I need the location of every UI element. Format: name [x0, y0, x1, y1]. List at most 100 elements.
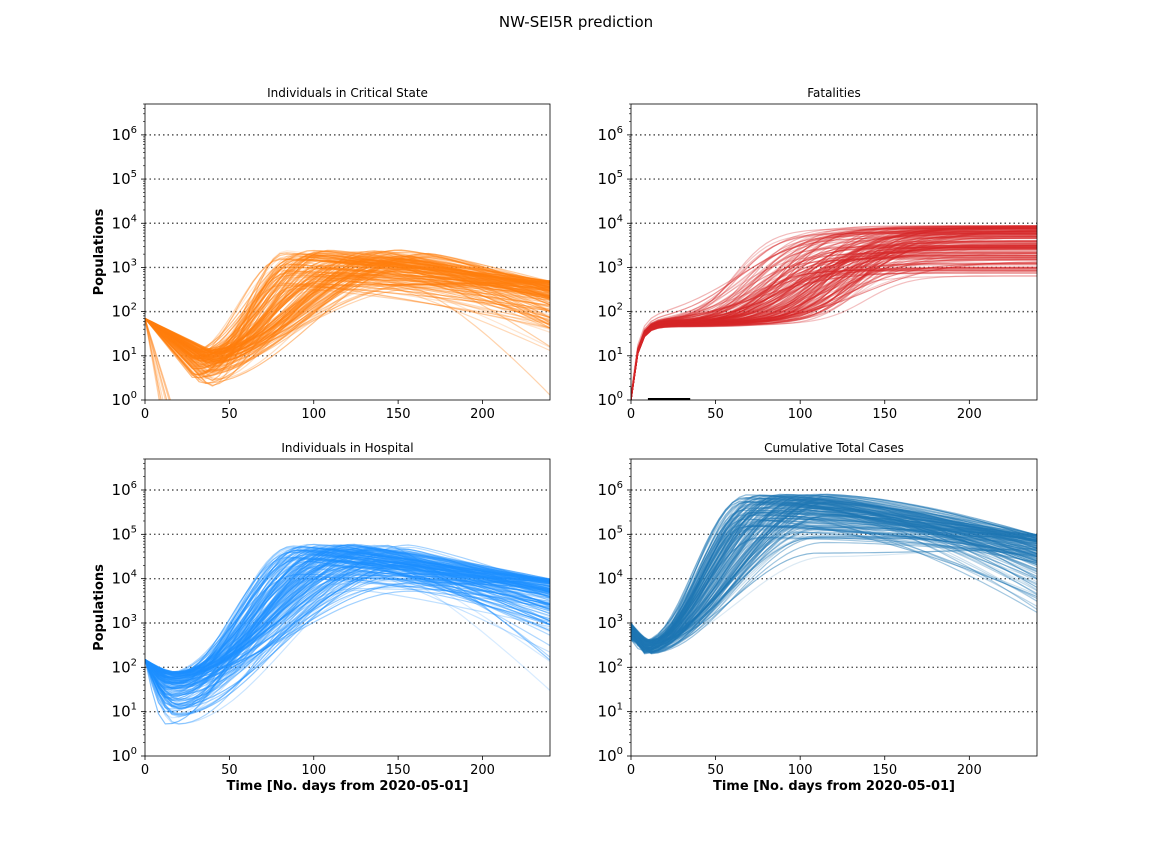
y-tick-label: 100 — [598, 390, 623, 409]
series-line — [145, 249, 550, 354]
series-line — [631, 498, 1037, 645]
series-line — [631, 501, 1037, 644]
series-line — [145, 561, 550, 689]
series-line — [631, 502, 1037, 646]
series-line — [631, 231, 1037, 400]
series-line — [145, 253, 550, 374]
panel-title: Fatalities — [807, 86, 861, 100]
series-lines-hospital — [145, 543, 550, 725]
series-line — [145, 565, 550, 725]
series-line — [145, 546, 550, 705]
series-lines-fatalities — [631, 225, 1037, 400]
series-line — [631, 497, 1037, 642]
panel-critical-state: 0 50 100 150 200 100 101 102 103 104 105 106 Individ… — [92, 86, 551, 422]
series-line — [145, 557, 550, 684]
series-line — [145, 559, 550, 688]
series-line — [631, 514, 1037, 643]
series-line — [631, 499, 1037, 642]
series-line — [145, 557, 550, 685]
panel-title: Individuals in Hospital — [281, 441, 413, 455]
series-line — [631, 267, 1037, 400]
x-tick-label: 100 — [788, 763, 813, 778]
series-line — [631, 228, 1037, 400]
series-line — [145, 563, 550, 688]
series-line — [145, 261, 550, 368]
series-line — [631, 511, 1037, 645]
x-tick-label: 100 — [301, 407, 326, 422]
series-line — [631, 494, 1037, 648]
series-line — [145, 258, 550, 372]
x-tick-label: 0 — [141, 763, 149, 778]
y-tick-label: 102 — [598, 302, 623, 321]
x-tick-label: 150 — [386, 763, 411, 778]
series-line — [145, 574, 550, 682]
series-line — [145, 279, 550, 357]
series-line — [145, 251, 550, 380]
series-line — [145, 565, 550, 680]
series-line — [145, 590, 550, 674]
y-tick-label: 104 — [112, 569, 137, 588]
series-line — [145, 558, 550, 673]
y-tick-label: 104 — [598, 569, 623, 588]
series-line — [631, 226, 1037, 399]
series-line — [145, 551, 550, 675]
series-line — [631, 512, 1037, 651]
series-line — [145, 566, 550, 687]
series-line — [145, 263, 550, 351]
series-line — [631, 245, 1037, 400]
series-line — [145, 283, 550, 355]
series-line — [145, 550, 550, 695]
series-line — [145, 252, 550, 379]
y-tick-label: 104 — [598, 213, 623, 232]
series-line — [145, 251, 550, 353]
series-line — [145, 264, 550, 361]
series-line — [145, 258, 550, 358]
axes-frame — [144, 458, 551, 757]
series-line — [145, 255, 550, 355]
y-tick-label: 102 — [112, 302, 137, 321]
series-line — [631, 241, 1037, 400]
series-line — [145, 252, 550, 357]
series-line — [631, 511, 1037, 645]
y-tick-label: 102 — [112, 657, 137, 676]
series-line — [631, 514, 1037, 651]
series-line — [145, 251, 550, 374]
series-line — [631, 245, 1037, 399]
series-lines-cumulative — [631, 493, 1037, 655]
x-tick-label: 0 — [141, 407, 149, 422]
series-line — [631, 497, 1037, 647]
series-line — [631, 528, 1037, 651]
series-line — [145, 544, 550, 709]
series-line — [631, 226, 1037, 400]
series-line — [145, 288, 550, 360]
series-line — [145, 571, 550, 715]
series-line — [631, 517, 1037, 645]
y-tick-label: 102 — [598, 657, 623, 676]
series-line — [145, 561, 550, 678]
y-tick-label: 103 — [112, 613, 137, 632]
series-line — [145, 255, 550, 362]
y-tick-label: 103 — [112, 257, 137, 276]
series-line — [631, 504, 1037, 643]
axes-frame — [144, 103, 551, 401]
axes-frame — [630, 103, 1038, 401]
x-axis-label: Time [No. days from 2020-05-01] — [226, 779, 468, 794]
series-line — [631, 518, 1037, 651]
series-line — [145, 545, 550, 693]
x-tick-label: 150 — [386, 407, 411, 422]
x-tick-label: 150 — [872, 763, 897, 778]
series-line — [631, 497, 1037, 653]
series-line — [145, 272, 550, 363]
series-line — [145, 269, 550, 359]
series-line — [145, 556, 550, 710]
y-tick-label: 105 — [598, 524, 623, 543]
y-tick-label: 105 — [598, 169, 623, 188]
series-line — [631, 269, 1037, 400]
series-line — [631, 512, 1037, 655]
series-line — [631, 501, 1037, 644]
series-line — [631, 498, 1037, 647]
series-line — [631, 498, 1037, 653]
figure-title: NW-SEI5R prediction — [498, 13, 654, 31]
series-line — [145, 262, 550, 358]
series-line — [145, 250, 550, 359]
